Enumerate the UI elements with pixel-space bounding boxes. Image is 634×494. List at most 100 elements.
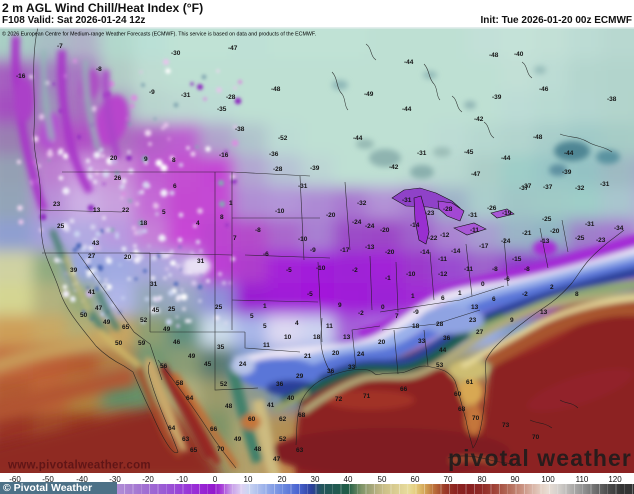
svg-text:61: 61	[466, 379, 474, 386]
svg-text:-20: -20	[380, 227, 390, 234]
svg-text:-42: -42	[389, 164, 399, 171]
svg-text:18: 18	[313, 334, 321, 341]
svg-text:8: 8	[220, 214, 224, 221]
svg-text:60: 60	[248, 416, 256, 423]
svg-text:18: 18	[412, 323, 420, 330]
svg-text:-24: -24	[352, 219, 362, 226]
svg-text:-17: -17	[340, 247, 350, 254]
svg-text:-39: -39	[310, 165, 320, 172]
svg-text:10: 10	[284, 334, 292, 341]
svg-text:-49: -49	[364, 91, 374, 98]
svg-text:-44: -44	[564, 150, 574, 157]
svg-text:-10: -10	[298, 236, 308, 243]
svg-text:-42: -42	[474, 116, 484, 123]
svg-text:70: 70	[472, 415, 480, 422]
svg-text:0: 0	[481, 281, 485, 288]
svg-text:1: 1	[229, 200, 233, 207]
svg-text:60: 60	[454, 391, 462, 398]
svg-text:-48: -48	[489, 52, 499, 59]
svg-text:4: 4	[196, 220, 200, 227]
svg-text:4: 4	[295, 320, 299, 327]
svg-text:65: 65	[190, 447, 198, 454]
svg-text:-20: -20	[326, 212, 336, 219]
svg-text:20: 20	[110, 155, 118, 162]
svg-text:-23: -23	[596, 237, 606, 244]
svg-text:5: 5	[263, 323, 267, 330]
svg-text:-28: -28	[226, 94, 236, 101]
svg-text:48: 48	[254, 446, 262, 453]
svg-text:29: 29	[296, 373, 304, 380]
svg-text:-20: -20	[550, 228, 560, 235]
svg-text:-21: -21	[522, 230, 532, 237]
svg-text:-13: -13	[365, 244, 375, 251]
svg-text:-25: -25	[542, 216, 552, 223]
svg-text:24: 24	[239, 361, 247, 368]
svg-text:25: 25	[168, 306, 176, 313]
svg-text:-44: -44	[404, 59, 414, 66]
svg-text:6: 6	[492, 296, 496, 303]
svg-text:-39: -39	[492, 94, 502, 101]
svg-text:36: 36	[276, 381, 284, 388]
svg-text:50: 50	[80, 312, 88, 319]
svg-text:24: 24	[357, 351, 365, 358]
svg-text:5: 5	[162, 209, 166, 216]
svg-text:-32: -32	[575, 185, 585, 192]
svg-text:7: 7	[233, 235, 237, 242]
svg-text:21: 21	[304, 353, 312, 360]
svg-text:40: 40	[287, 395, 295, 402]
svg-text:63: 63	[296, 447, 304, 454]
svg-text:64: 64	[186, 395, 194, 402]
svg-text:45: 45	[152, 307, 160, 314]
svg-text:-31: -31	[585, 221, 595, 228]
svg-text:-7: -7	[57, 43, 63, 50]
svg-text:11: 11	[263, 342, 270, 349]
svg-text:-8: -8	[492, 266, 498, 273]
svg-text:68: 68	[298, 412, 306, 419]
svg-text:-44: -44	[353, 135, 363, 142]
svg-text:-2: -2	[358, 310, 364, 317]
svg-text:-31: -31	[402, 197, 412, 204]
svg-text:22: 22	[122, 207, 130, 214]
svg-text:-9: -9	[413, 309, 419, 316]
svg-text:-37: -37	[543, 184, 553, 191]
svg-text:65: 65	[122, 324, 130, 331]
svg-text:70: 70	[532, 434, 540, 441]
svg-text:-48: -48	[533, 134, 543, 141]
svg-text:-12: -12	[438, 271, 448, 278]
svg-text:-23: -23	[425, 210, 435, 217]
svg-text:56: 56	[160, 363, 168, 370]
svg-text:-13: -13	[540, 238, 550, 245]
svg-text:62: 62	[279, 416, 287, 423]
svg-text:27: 27	[476, 329, 484, 336]
svg-text:www.pivotalweather.com: www.pivotalweather.com	[7, 460, 151, 472]
svg-text:52: 52	[140, 317, 148, 324]
svg-text:-17: -17	[479, 243, 489, 250]
svg-text:50: 50	[115, 340, 123, 347]
svg-text:9: 9	[338, 302, 342, 309]
svg-text:-45: -45	[464, 149, 474, 156]
svg-text:-5: -5	[307, 291, 313, 298]
svg-text:36: 36	[443, 335, 451, 342]
svg-text:1: 1	[411, 293, 415, 300]
svg-text:47: 47	[95, 305, 103, 312]
svg-text:-44: -44	[402, 106, 412, 113]
svg-text:33: 33	[418, 338, 426, 345]
svg-text:13: 13	[471, 304, 479, 311]
svg-text:35: 35	[217, 344, 225, 351]
svg-text:6: 6	[441, 295, 445, 302]
svg-text:-16: -16	[16, 73, 26, 80]
svg-text:-14: -14	[451, 248, 461, 255]
svg-text:1: 1	[263, 303, 267, 310]
svg-text:0: 0	[381, 304, 385, 311]
svg-text:-39: -39	[562, 169, 572, 176]
svg-text:59: 59	[138, 340, 146, 347]
svg-text:-11: -11	[438, 256, 447, 263]
svg-text:13: 13	[343, 334, 351, 341]
svg-text:-19: -19	[502, 210, 512, 217]
svg-text:49: 49	[188, 353, 196, 360]
svg-text:-47: -47	[471, 171, 481, 178]
svg-text:46: 46	[173, 339, 181, 346]
svg-text:-46: -46	[539, 86, 549, 93]
svg-text:45: 45	[204, 361, 212, 368]
svg-text:-11: -11	[470, 227, 479, 234]
